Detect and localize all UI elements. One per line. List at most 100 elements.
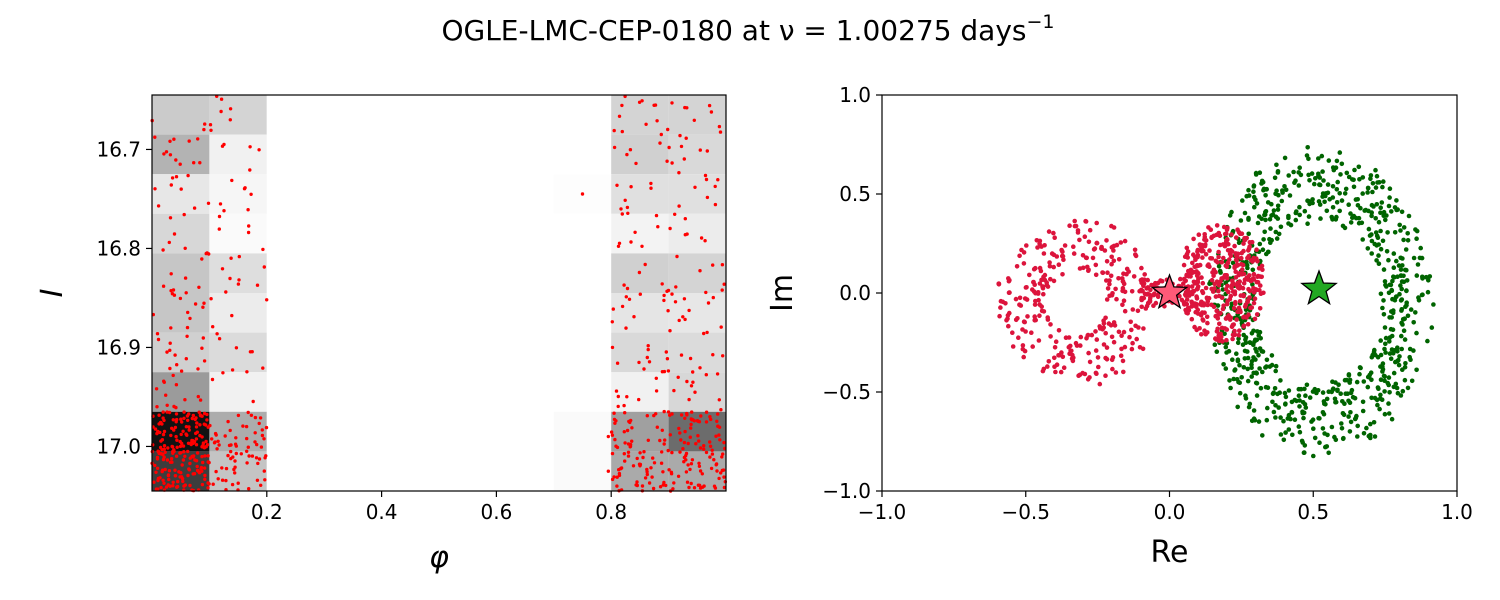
green-point [1342,401,1347,407]
crimson-point [1224,337,1229,343]
green-point [1390,278,1395,284]
green-point [1361,379,1367,384]
green-point [1394,385,1400,391]
green-point [1388,356,1394,362]
crimson-point [1093,329,1098,334]
green-point [1384,249,1390,254]
crimson-point [1252,296,1258,302]
crimson-point [1089,332,1095,338]
crimson-point [1087,227,1093,233]
green-point [1381,209,1387,215]
crimson-point [1239,261,1244,267]
crimson-point [1241,271,1247,277]
light-curve-point [187,428,191,432]
crimson-point [1035,290,1041,295]
crimson-point [1072,218,1077,224]
light-curve-point [682,157,686,161]
light-curve-point [174,454,179,458]
light-curve-point [179,451,183,455]
light-curve-point [165,458,170,462]
green-point [1257,241,1263,247]
histogram-cell [439,372,497,412]
histogram-cell [553,134,612,175]
histogram-cell [496,411,554,452]
light-curve-point [262,437,266,441]
light-curve-point [156,337,161,342]
crimson-point [1211,273,1216,279]
light-curve-point [165,350,169,354]
crimson-point [1051,264,1056,270]
light-curve-point [162,379,166,383]
crimson-point [1216,283,1222,288]
green-point [1263,193,1268,198]
green-point [1319,153,1325,159]
histogram-cell [266,372,325,412]
light-curve-point [195,468,200,473]
light-curve-point [689,422,693,427]
green-point [1365,186,1371,191]
green-point [1399,209,1405,215]
crimson-point [1104,278,1109,283]
crimson-point [1101,325,1106,330]
green-point [1387,186,1393,191]
crimson-point [1239,250,1244,256]
light-curve-point [685,480,690,484]
histogram-cell [439,451,497,491]
crimson-point [1087,359,1093,365]
light-curve-point [704,410,709,414]
crimson-point [1139,304,1144,310]
green-point [1369,232,1374,237]
crimson-point [1152,291,1157,297]
right-y-axis-label: Im [765,274,800,312]
crimson-point [1204,314,1210,320]
green-point [1305,145,1310,150]
light-curve-point [638,451,642,455]
green-point [1425,289,1431,295]
light-curve-point [169,433,173,438]
crimson-point [1051,278,1057,284]
green-point [1401,316,1407,322]
light-curve-point [171,288,176,292]
light-curve-point [671,487,675,491]
light-curve-point [664,483,668,488]
crimson-point [1259,274,1264,280]
light-curve-point [181,444,186,448]
green-point [1425,338,1430,344]
green-point [1411,320,1416,325]
light-curve-point [666,288,671,293]
crimson-point [1204,295,1210,301]
histogram-cell [152,95,210,135]
crimson-point [1239,231,1245,236]
light-curve-point [196,394,200,399]
light-curve-point [166,473,171,478]
green-point [1405,385,1411,391]
green-point [1339,421,1344,426]
crimson-point [1103,373,1108,379]
light-curve-point [169,326,173,330]
crimson-point [1252,316,1258,322]
green-point [1268,226,1273,231]
light-curve-point [678,450,682,454]
green-point [1306,214,1312,219]
light-curve-point [162,429,167,434]
light-curve-point [205,443,210,447]
crimson-point [1129,289,1135,294]
green-point [1251,342,1256,348]
light-curve-point [615,183,619,187]
green-point [1247,340,1253,345]
light-curve-point [698,148,702,152]
histogram-cell [324,451,382,491]
green-point [1287,193,1293,198]
green-point [1312,386,1318,392]
light-curve-point [153,427,158,431]
green-point [1375,402,1380,408]
green-point [1368,432,1373,438]
green-point [1274,236,1280,241]
light-curve-point [616,404,620,409]
crimson-point [1116,329,1122,335]
histogram-cell [553,95,612,135]
histogram-cell [496,95,554,135]
histogram-cell [209,95,267,135]
green-point [1414,273,1420,278]
